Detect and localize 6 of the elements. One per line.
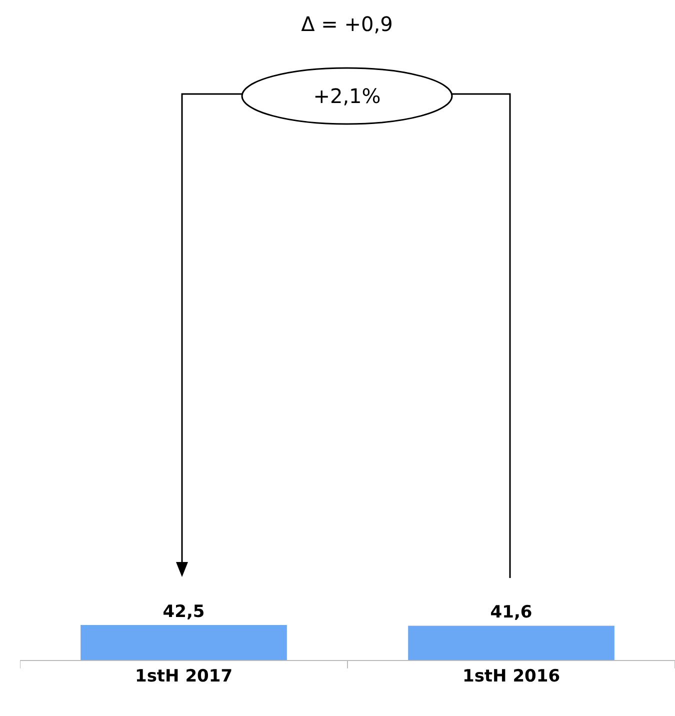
x-tick-label: 1stH 2017: [134, 666, 233, 686]
text: Δ = +0,9: [301, 12, 393, 36]
x-tick-label: 1stH 2016: [462, 666, 560, 686]
data-label: 42,5: [162, 602, 205, 622]
data-label: 41,6: [490, 602, 532, 623]
text: +2,1%: [313, 84, 381, 108]
